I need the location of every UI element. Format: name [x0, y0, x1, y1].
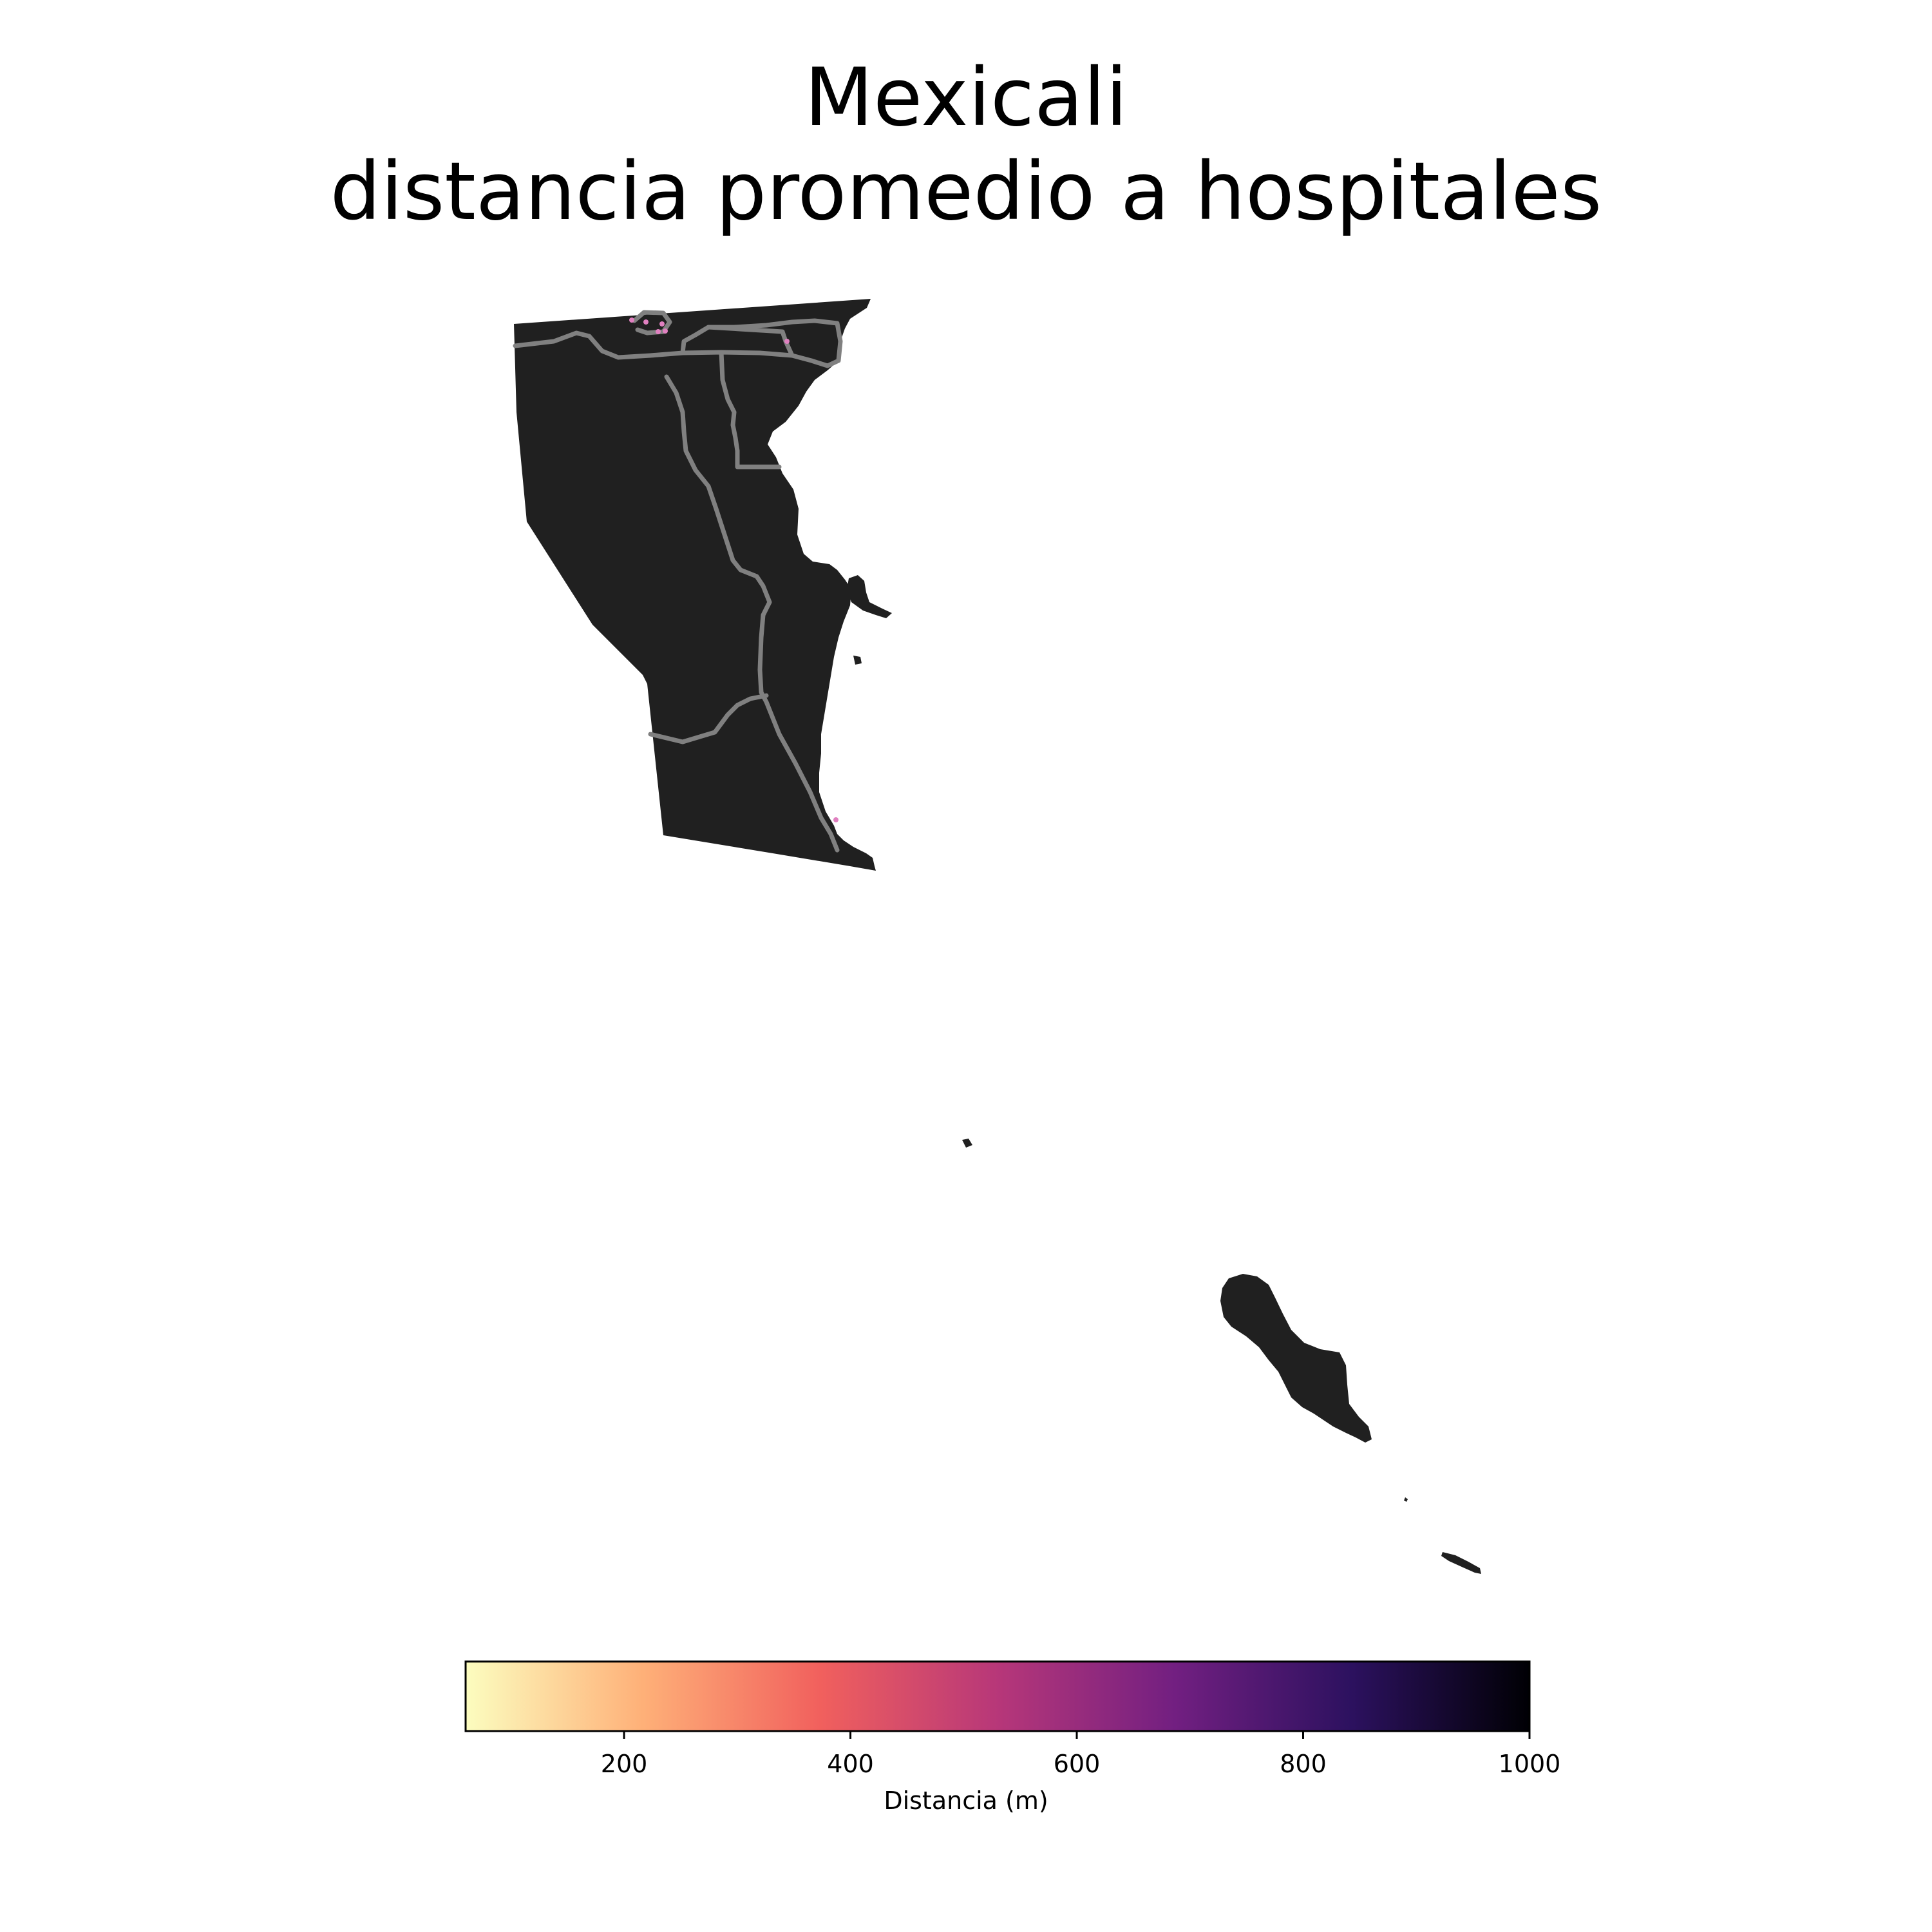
islet-small-2	[962, 1139, 972, 1148]
colorbar-tick-label: 200	[600, 1750, 648, 1778]
hospital-marker	[784, 339, 790, 344]
hospital-markers	[629, 317, 838, 822]
hospital-marker	[663, 328, 668, 334]
road-loop-north	[632, 310, 672, 336]
hospital-marker	[833, 817, 838, 822]
road-cross-north	[706, 325, 795, 358]
road-central-south	[664, 374, 840, 853]
hospital-marker	[656, 329, 661, 334]
colorbar	[464, 1660, 1531, 1732]
road-east-connector	[825, 321, 843, 368]
islet-small-4	[1441, 1552, 1481, 1574]
colorbar-tick-label: 600	[1053, 1750, 1101, 1778]
hospital-marker	[629, 317, 634, 323]
hospital-marker	[643, 319, 649, 325]
island-angel-de-la-guarda	[1220, 1274, 1372, 1443]
colorbar-label: Distancia (m)	[884, 1786, 1048, 1815]
island-montague	[847, 575, 892, 618]
hospital-marker	[659, 321, 665, 327]
road-network	[513, 310, 843, 853]
road-south-grid	[719, 350, 782, 469]
municipality-mainland	[514, 299, 876, 871]
road-west-branch	[648, 693, 769, 744]
islet-small-1	[853, 656, 862, 665]
colorbar-tick-label: 1000	[1498, 1750, 1561, 1778]
colorbar-tick-label: 400	[827, 1750, 874, 1778]
map-title-line1: Mexicali	[804, 52, 1128, 144]
map-title-line2: distancia promedio a hospitales	[330, 146, 1602, 238]
colorbar-tick-label: 800	[1280, 1750, 1327, 1778]
colorbar-ticks	[623, 1731, 1531, 1739]
islet-small-3	[1404, 1497, 1408, 1502]
